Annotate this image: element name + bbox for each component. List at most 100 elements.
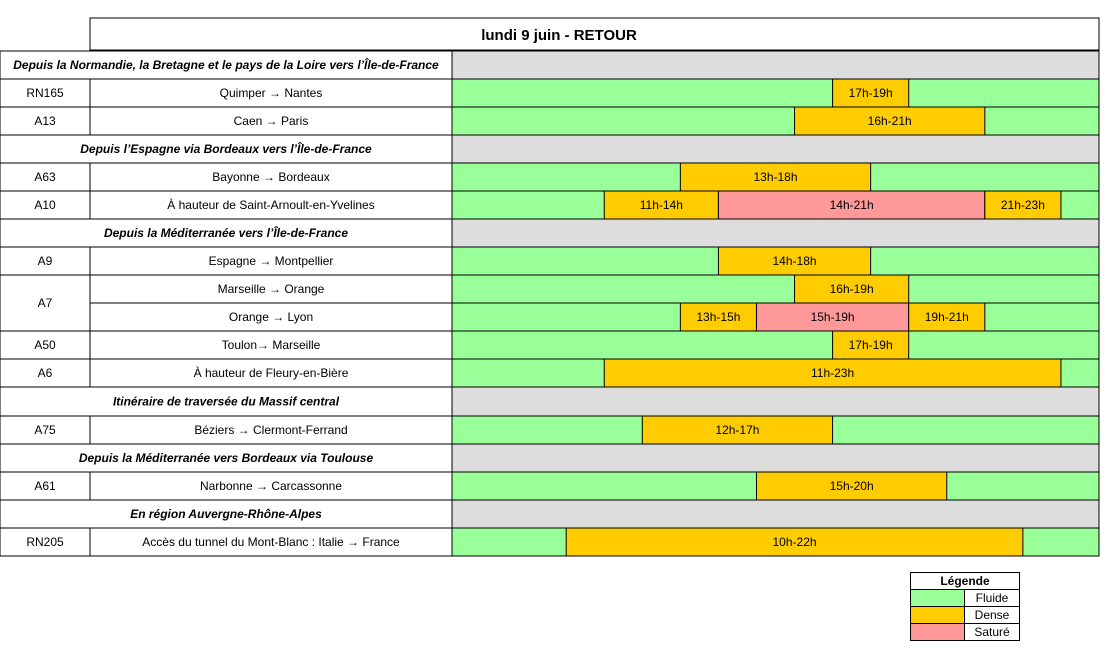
road-cell (0, 330, 91, 360)
route-label: Narbonne → Carcassonne (200, 479, 342, 493)
legend-swatch-dense (911, 607, 965, 623)
route-label: Marseille → Orange (218, 282, 325, 296)
segment-label: 10h-22h (773, 535, 817, 549)
road-cell (0, 471, 91, 501)
section-header-cell (0, 386, 453, 417)
table-border (0, 50, 1100, 557)
route-cell (89, 274, 453, 304)
segment-label: 13h-15h (696, 310, 740, 324)
title-cell (89, 17, 1100, 51)
traffic-segment (832, 78, 910, 108)
fluide-bar (451, 330, 1100, 360)
section-band (451, 134, 1100, 164)
section-band (451, 386, 1100, 417)
section-header: En région Auvergne-Rhône-Alpes (130, 507, 322, 521)
road-code: RN205 (26, 535, 64, 549)
road-code: A13 (34, 114, 56, 128)
section-band (451, 443, 1100, 473)
segment-label: 12h-17h (715, 423, 759, 437)
segment-label: 15h-20h (830, 479, 874, 493)
traffic-segment (908, 302, 986, 332)
legend: Légende Fluide Dense Saturé (910, 572, 1020, 641)
legend-item-sature: Saturé (911, 623, 1019, 640)
segment-label: 11h-14h (640, 198, 683, 212)
traffic-segment (755, 471, 948, 501)
traffic-segment (641, 415, 834, 445)
fluide-bar (451, 106, 1100, 136)
section-header: Depuis la Méditerranée vers Bordeaux via… (79, 451, 374, 465)
route-label: Espagne → Montpellier (209, 254, 334, 268)
road-code: A6 (38, 366, 53, 380)
section-header: Depuis la Normandie, la Bretagne et le p… (13, 57, 439, 72)
segment-label: 21h-23h (1001, 198, 1045, 212)
route-label: Caen → Paris (234, 114, 309, 128)
traffic-segment (832, 330, 910, 360)
fluide-bar (451, 274, 1100, 304)
legend-item-fluide: Fluide (911, 590, 1019, 606)
traffic-segment (794, 274, 910, 304)
road-cell (0, 415, 91, 445)
route-label: Orange → Lyon (229, 310, 313, 324)
segment-label: 14h-18h (773, 254, 817, 268)
section-header: Depuis l’Espagne via Bordeaux vers l’Île… (80, 141, 372, 156)
legend-item-dense: Dense (911, 606, 1019, 623)
segment-label: 19h-21h (925, 310, 969, 324)
road-code: A7 (38, 296, 53, 310)
section-header: Itinéraire de traversée du Massif centra… (113, 395, 340, 409)
road-cell (0, 78, 91, 108)
section-header-cell (0, 50, 453, 80)
segment-label: 16h-19h (830, 282, 874, 296)
fluide-bar (451, 78, 1100, 108)
road-code: A61 (34, 479, 56, 493)
section-band (451, 218, 1100, 248)
section-header: Depuis la Méditerranée vers l’Île-de-Fra… (104, 225, 348, 240)
section-header-cell (0, 443, 453, 473)
route-label: Bayonne → Bordeaux (212, 170, 329, 184)
legend-label-dense: Dense (974, 608, 1010, 622)
segment-label: 17h-19h (849, 338, 893, 352)
chart-title: lundi 9 juin - RETOUR (481, 27, 637, 44)
route-cell (89, 330, 453, 360)
route-label: Accès du tunnel du Mont-Blanc : Italie →… (142, 535, 400, 549)
segment-label: 16h-21h (868, 114, 912, 128)
road-cell (0, 274, 91, 332)
road-code: A63 (34, 170, 56, 184)
road-cell (0, 190, 91, 220)
route-label: Toulon→ Marseille (222, 338, 321, 352)
segment-label: 14h-21h (830, 198, 874, 212)
segment-label: 15h-19h (811, 310, 855, 324)
route-label: À hauteur de Fleury-en-Bière (194, 365, 349, 380)
route-label: Béziers → Clermont-Ferrand (194, 423, 347, 437)
legend-label-sature: Saturé (974, 625, 1010, 639)
legend-swatch-sature (911, 624, 965, 640)
route-cell (89, 162, 453, 192)
segment-label: 17h-19h (849, 86, 893, 100)
traffic-segment (794, 106, 986, 136)
route-label: À hauteur de Saint-Arnoult-en-Yvelines (167, 197, 374, 212)
traffic-segment (755, 302, 910, 332)
road-cell (0, 106, 91, 136)
road-cell (0, 162, 91, 192)
traffic-segment (679, 162, 872, 192)
road-cell (0, 246, 91, 276)
segment-label: 13h-18h (753, 170, 797, 184)
route-label: Quimper → Nantes (220, 86, 323, 100)
road-code: A50 (34, 338, 56, 352)
legend-swatch-fluide (911, 590, 965, 606)
legend-label-fluide: Fluide (975, 591, 1009, 605)
road-cell (0, 358, 91, 388)
road-code: A75 (34, 423, 56, 437)
road-code: A10 (34, 198, 56, 212)
legend-title: Légende (911, 573, 1019, 590)
section-band (451, 50, 1100, 80)
road-code: RN165 (26, 86, 64, 100)
section-header-cell (0, 499, 453, 529)
traffic-segment (717, 246, 872, 276)
segment-label: 11h-23h (811, 366, 854, 380)
road-code: A9 (38, 254, 53, 268)
traffic-segment (603, 190, 719, 220)
traffic-segment (717, 190, 986, 220)
section-band (451, 499, 1100, 529)
traffic-segment (603, 358, 1062, 388)
